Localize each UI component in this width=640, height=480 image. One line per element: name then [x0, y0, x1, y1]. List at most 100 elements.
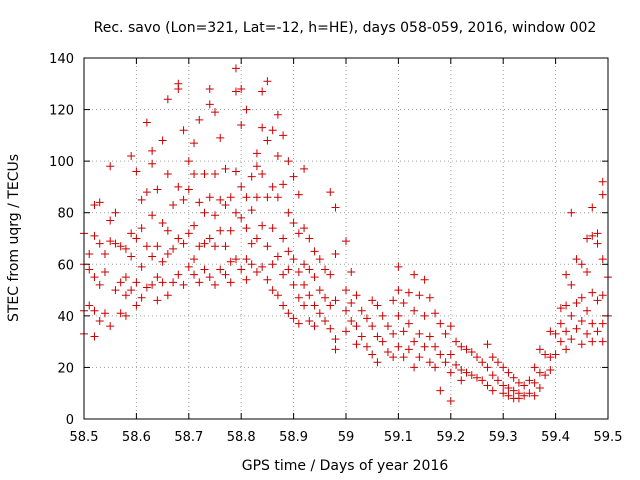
data-point: [436, 319, 445, 328]
data-point: [315, 286, 324, 295]
data-point: [95, 280, 104, 289]
data-point: [352, 291, 361, 300]
data-point: [577, 317, 586, 326]
data-point: [389, 329, 398, 338]
data-point: [284, 157, 293, 166]
data-point: [252, 268, 261, 277]
x-tick-label: 59.1: [384, 430, 413, 445]
data-point: [357, 332, 366, 341]
data-point: [436, 386, 445, 395]
data-point: [577, 340, 586, 349]
data-point: [598, 190, 607, 199]
data-point: [488, 371, 497, 380]
data-point: [258, 262, 267, 271]
data-point: [499, 389, 508, 398]
data-point: [331, 203, 340, 212]
data-point: [279, 270, 288, 279]
data-point: [342, 237, 350, 246]
data-point: [300, 164, 309, 173]
data-point: [184, 229, 193, 238]
data-point: [577, 293, 586, 302]
data-point: [514, 394, 523, 403]
data-point: [546, 366, 555, 375]
data-point: [195, 278, 204, 287]
data-point: [368, 296, 377, 305]
data-point: [85, 249, 94, 258]
data-point: [258, 123, 267, 132]
data-point: [121, 291, 130, 300]
data-point: [252, 234, 261, 243]
data-point: [121, 273, 130, 282]
data-point: [415, 329, 424, 338]
data-point: [263, 275, 272, 284]
data-point: [541, 371, 550, 380]
data-point: [362, 314, 371, 323]
data-point: [399, 353, 408, 362]
data-point: [394, 286, 403, 295]
x-tick-label: 58.5: [70, 430, 99, 445]
data-point: [205, 100, 214, 109]
x-axis-label: GPS time / Days of year 2016: [242, 458, 449, 474]
data-point: [305, 317, 314, 326]
data-point: [331, 335, 340, 344]
data-point: [289, 280, 298, 289]
data-point: [116, 309, 125, 318]
data-point: [473, 373, 481, 382]
x-tick-label: 59.4: [541, 430, 570, 445]
data-point: [153, 296, 162, 305]
data-point: [237, 121, 246, 130]
data-point: [499, 381, 508, 390]
data-point: [462, 345, 471, 354]
data-point: [100, 268, 109, 277]
data-point: [509, 373, 518, 382]
data-point: [190, 170, 199, 179]
data-point: [478, 358, 487, 367]
data-point: [305, 234, 314, 243]
y-tick-label: 20: [57, 361, 74, 376]
data-point: [116, 242, 125, 251]
data-point: [321, 265, 330, 274]
data-point: [163, 170, 172, 179]
data-point: [205, 273, 214, 282]
data-point: [462, 368, 471, 377]
data-point: [237, 213, 246, 222]
data-point: [441, 329, 450, 338]
data-point: [174, 84, 183, 93]
data-point: [90, 231, 99, 240]
data-point: [483, 381, 492, 390]
data-point: [294, 190, 303, 199]
data-point: [556, 337, 565, 346]
data-point: [137, 262, 146, 271]
data-point: [331, 296, 340, 305]
data-point: [294, 268, 303, 277]
data-point: [137, 293, 146, 302]
data-point: [231, 87, 240, 96]
data-point: [242, 224, 251, 233]
data-point: [174, 270, 183, 279]
data-point: [520, 391, 529, 400]
data-point: [195, 115, 204, 124]
data-point: [231, 255, 240, 264]
data-point: [394, 342, 403, 351]
data-point: [315, 255, 324, 264]
data-point: [572, 298, 581, 307]
data-point: [394, 262, 403, 271]
data-point: [493, 358, 502, 367]
data-point: [567, 280, 576, 289]
data-point: [211, 242, 219, 251]
data-point: [158, 257, 167, 266]
data-point: [598, 337, 607, 346]
data-point: [425, 358, 434, 367]
data-point: [252, 193, 261, 202]
data-point: [268, 286, 277, 295]
data-point: [410, 337, 419, 346]
data-point: [321, 293, 330, 302]
data-point: [593, 229, 602, 238]
plot-frame: [83, 57, 609, 420]
data-point: [488, 353, 497, 362]
data-point: [499, 363, 508, 372]
x-tick-label: 58.7: [174, 430, 203, 445]
data-point: [410, 270, 419, 279]
data-point: [378, 311, 387, 320]
